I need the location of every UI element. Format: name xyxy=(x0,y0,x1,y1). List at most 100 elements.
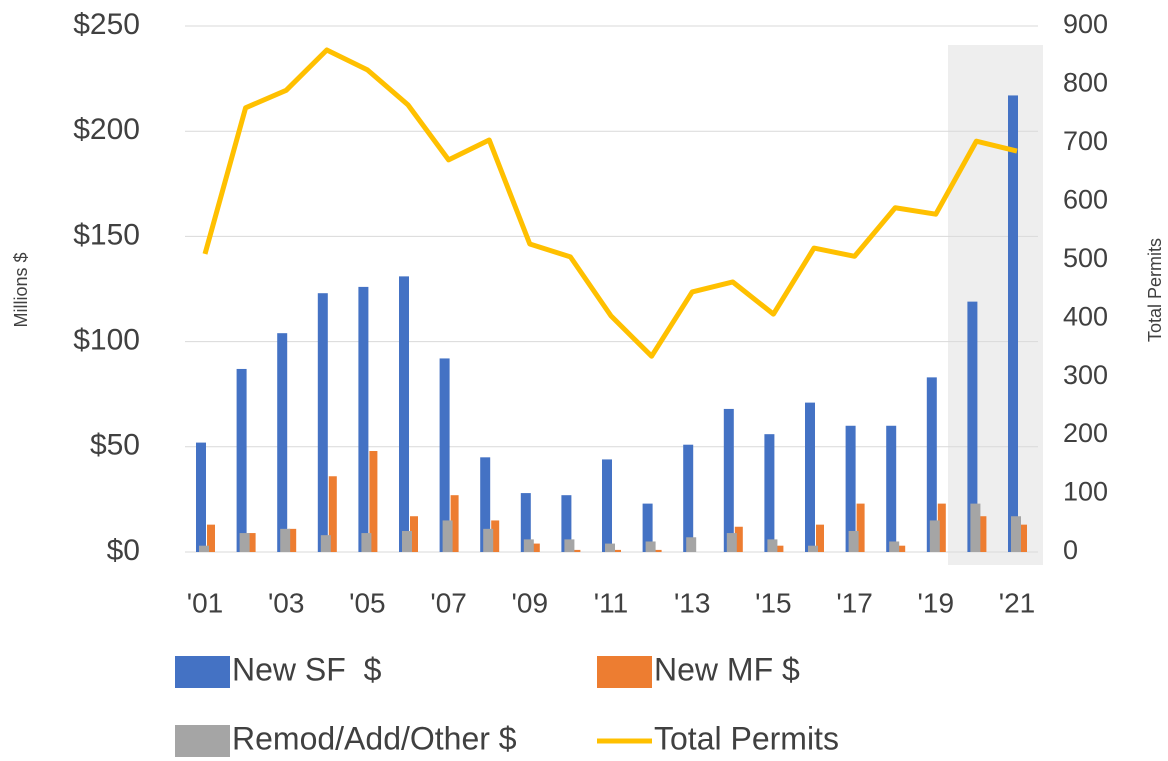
x-tick-label: '21 xyxy=(999,587,1036,618)
x-tick-label: '03 xyxy=(268,587,305,618)
x-tick-label: '17 xyxy=(836,587,873,618)
y-tick-label: $150 xyxy=(73,218,140,251)
bar xyxy=(726,533,737,552)
bar xyxy=(483,528,494,552)
bar xyxy=(775,545,784,552)
bar xyxy=(602,459,612,552)
bar xyxy=(442,520,453,552)
bar xyxy=(531,543,540,552)
x-tick-label: '11 xyxy=(594,587,628,618)
bar xyxy=(967,301,978,552)
bar xyxy=(399,276,409,552)
bar xyxy=(277,333,288,552)
bar xyxy=(520,493,531,552)
bar xyxy=(523,539,534,552)
bar xyxy=(196,442,206,552)
bar xyxy=(926,377,937,552)
y-tick-label: $100 xyxy=(73,324,140,357)
x-tick-label: '09 xyxy=(512,587,549,618)
legend-label: New MF $ xyxy=(654,651,800,687)
bar xyxy=(605,543,615,552)
bar xyxy=(328,476,337,552)
bar xyxy=(491,520,500,552)
y-tick-label: $200 xyxy=(73,113,140,146)
bar xyxy=(816,524,824,552)
y-axis-label: Millions $ xyxy=(11,252,31,327)
bar xyxy=(1019,524,1027,552)
y2-tick-label: 300 xyxy=(1063,360,1108,390)
y2-tick-label: 500 xyxy=(1063,243,1108,273)
bar xyxy=(937,503,946,552)
bar xyxy=(320,535,331,552)
legend-label: New SF $ xyxy=(232,651,382,687)
bar xyxy=(1008,95,1018,552)
bar xyxy=(561,495,572,552)
legend-swatch xyxy=(175,725,230,757)
y-tick-label: $0 xyxy=(107,534,140,567)
bar xyxy=(889,541,900,552)
bar xyxy=(207,524,215,552)
x-tick-label: '05 xyxy=(349,587,386,618)
legend-label: Remod/Add/Other $ xyxy=(232,720,517,756)
y2-tick-label: 0 xyxy=(1063,535,1078,565)
bar xyxy=(723,408,734,552)
bar xyxy=(653,549,662,552)
x-tick-label: '13 xyxy=(674,587,711,618)
highlight-band xyxy=(948,45,1043,565)
y-tick-label: $50 xyxy=(90,429,140,462)
bar xyxy=(439,358,450,552)
y-tick-label: $250 xyxy=(73,8,140,41)
bar xyxy=(239,533,250,552)
bar xyxy=(929,520,940,552)
bar xyxy=(572,549,581,552)
x-tick-label: '01 xyxy=(187,587,224,618)
bar xyxy=(642,503,653,552)
legend-label: Total Permits xyxy=(654,720,839,756)
bar xyxy=(978,516,987,552)
bar xyxy=(247,533,256,552)
x-tick-label: '19 xyxy=(918,587,955,618)
bar xyxy=(686,537,697,552)
bar xyxy=(1011,516,1021,552)
y2-tick-label: 200 xyxy=(1063,418,1108,448)
y2-axis-label: Total Permits xyxy=(1145,238,1165,342)
legend-swatch xyxy=(175,656,230,688)
bar xyxy=(369,451,378,552)
bar xyxy=(764,434,775,552)
bar xyxy=(734,526,743,552)
bar xyxy=(613,549,621,552)
line xyxy=(202,47,1018,359)
bar xyxy=(897,545,906,552)
bar xyxy=(410,516,418,552)
bar xyxy=(805,402,815,552)
bar xyxy=(288,528,297,552)
bar xyxy=(970,503,981,552)
y2-tick-label: 100 xyxy=(1063,477,1108,507)
bar xyxy=(358,286,369,552)
bar xyxy=(361,533,372,552)
y2-tick-label: 400 xyxy=(1063,301,1108,331)
legend-swatch xyxy=(597,656,652,688)
bar xyxy=(280,528,291,552)
bar xyxy=(402,530,412,552)
bar xyxy=(199,545,209,552)
x-tick-label: '15 xyxy=(755,587,792,618)
y2-tick-label: 800 xyxy=(1063,68,1108,98)
bar xyxy=(645,541,656,552)
bar xyxy=(767,539,778,552)
bar xyxy=(848,530,859,552)
bar xyxy=(683,444,694,552)
bar xyxy=(856,503,865,552)
bar xyxy=(317,293,328,552)
x-tick-label: '07 xyxy=(430,587,467,618)
bar xyxy=(808,545,818,552)
bar xyxy=(845,425,856,552)
bar xyxy=(564,539,575,552)
bar xyxy=(450,495,459,552)
bar xyxy=(886,425,897,552)
bar xyxy=(480,457,491,552)
y2-tick-label: 700 xyxy=(1063,126,1108,156)
bar xyxy=(236,368,247,552)
y2-tick-label: 900 xyxy=(1063,9,1108,39)
